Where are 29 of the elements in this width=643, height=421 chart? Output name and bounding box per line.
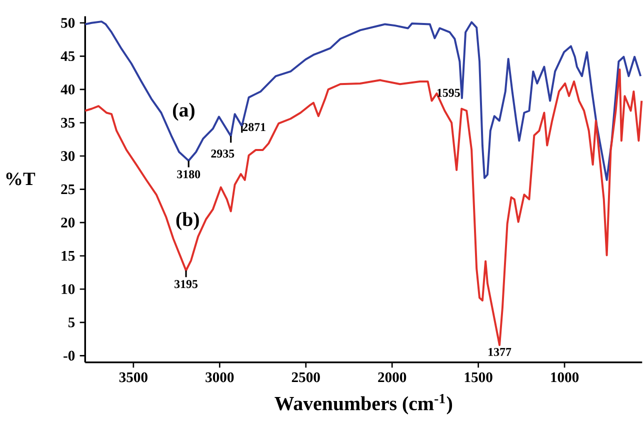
y-tick-label: 20 — [61, 218, 75, 228]
x-tick-label: 2000 — [378, 372, 406, 382]
series-label: (b) — [176, 212, 199, 230]
y-tick-label: 45 — [60, 51, 75, 62]
y-tick-label: 40 — [60, 84, 75, 95]
y-tick-label: 35 — [61, 118, 75, 128]
line-series — [84, 20, 642, 182]
annotation: 1377 — [488, 348, 512, 356]
annotation: 3195 — [174, 280, 198, 288]
y-tick-label: 15 — [62, 251, 75, 261]
y-tick-label: 25 — [61, 184, 75, 194]
series-label: (a) — [173, 102, 194, 121]
annotation: 3180 — [177, 170, 200, 178]
x-tick-label: 3000 — [206, 372, 234, 382]
annotation: 1595 — [437, 88, 460, 97]
x-tick-label: 1000 — [551, 372, 579, 382]
x-tick-label: 2500 — [292, 372, 320, 382]
line-series — [84, 68, 643, 346]
annotation: 2871 — [242, 123, 266, 132]
x-axis-title: Wavenumbers (cm$^{-1}$) — [274, 394, 452, 414]
annotation: 2935 — [211, 150, 234, 158]
y-tick-label: 5 — [68, 318, 75, 328]
y-tick-label: 30 — [61, 151, 75, 162]
y-axis-title: %T — [6, 172, 36, 186]
x-tick-label: 1500 — [464, 372, 492, 382]
x-tick-label: 3500 — [119, 372, 148, 382]
y-tick-label: -0 — [64, 350, 75, 361]
y-tick-label: 50 — [61, 18, 75, 28]
y-tick-label: 10 — [62, 284, 75, 294]
